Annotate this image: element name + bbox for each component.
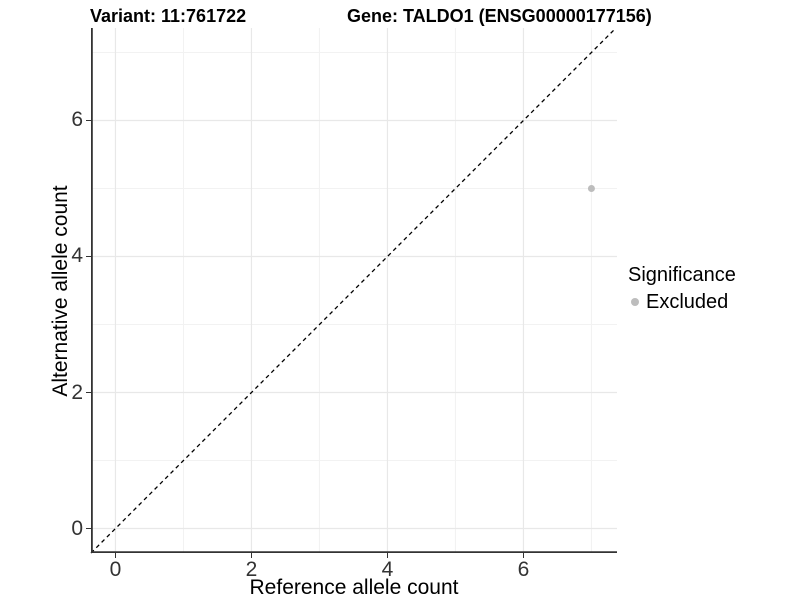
y-tick-label: 0: [71, 516, 83, 540]
y-tick-mark: [86, 255, 91, 258]
plot-svg: [90, 27, 617, 554]
legend-item-excluded: Excluded: [628, 291, 736, 313]
plot-panel: [90, 27, 617, 554]
x-tick-mark: [522, 553, 525, 558]
x-tick-label: 4: [381, 558, 394, 581]
x-tick-mark: [114, 553, 117, 558]
y-tick-label: 6: [71, 108, 83, 132]
x-tick-mark: [386, 553, 389, 558]
y-tick-label: 4: [71, 244, 83, 268]
y-tick-mark: [86, 527, 91, 530]
x-axis-title: Reference allele count: [249, 576, 459, 599]
y-axis-title: Alternative allele count: [49, 185, 72, 397]
x-tick-mark: [250, 553, 253, 558]
legend: Significance Excluded: [628, 263, 736, 313]
plot-title-gene: Gene: TALDO1 (ENSG00000177156): [347, 6, 652, 26]
y-tick-mark: [86, 391, 91, 394]
legend-title: Significance: [628, 264, 736, 286]
y-tick-mark: [86, 119, 91, 122]
plot-title-variant: Variant: 11:761722: [90, 6, 247, 26]
identity-dashed-line: [90, 27, 617, 554]
legend-item-label: Excluded: [646, 291, 729, 313]
data-point: [587, 184, 595, 192]
x-tick-label: 2: [245, 558, 258, 581]
x-tick-label: 0: [109, 558, 122, 581]
legend-excluded-dot-icon: [631, 298, 639, 306]
x-tick-label: 6: [517, 558, 530, 581]
y-tick-label: 2: [71, 380, 83, 404]
